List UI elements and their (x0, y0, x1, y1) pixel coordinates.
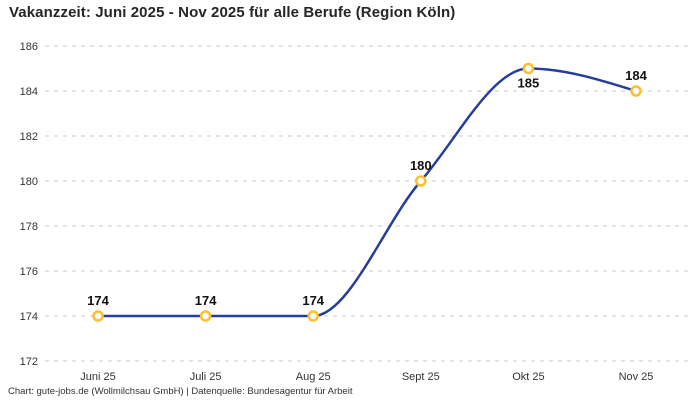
data-point-label: 185 (518, 76, 540, 91)
y-tick-label: 174 (20, 311, 38, 323)
y-tick-label: 176 (20, 266, 38, 278)
data-point-label: 174 (302, 293, 324, 308)
data-point-marker[interactable] (92, 310, 104, 322)
data-point-marker[interactable] (199, 310, 212, 322)
y-tick-label: 184 (20, 86, 38, 98)
y-tick-label: 172 (20, 356, 38, 368)
x-tick-label: Juni 25 (80, 371, 115, 383)
x-tick-label: Juli 25 (190, 371, 222, 383)
data-point-label: 184 (625, 68, 647, 83)
y-tick-label: 182 (20, 131, 38, 143)
y-tick-label: 180 (20, 176, 38, 188)
x-tick-label: Nov 25 (619, 371, 654, 383)
x-tick-label: Aug 25 (296, 371, 331, 383)
data-point-label: 180 (410, 158, 432, 173)
data-point-label: 174 (195, 293, 217, 308)
data-point-marker[interactable] (307, 310, 319, 322)
chart-title: Vakanzzeit: Juni 2025 - Nov 2025 für all… (9, 4, 456, 21)
x-tick-label: Sept 25 (402, 371, 440, 383)
y-tick-label: 186 (20, 41, 38, 53)
series-line (96, 67, 638, 318)
chart-footer: Chart: gute-jobs.de (Wollmilchsau GmbH) … (8, 386, 353, 397)
data-point-marker[interactable] (415, 175, 427, 187)
x-tick-label: Okt 25 (512, 371, 544, 383)
data-point-label: 174 (87, 293, 109, 308)
data-point-marker[interactable] (630, 85, 642, 97)
data-point-marker[interactable] (522, 62, 535, 75)
y-tick-label: 178 (20, 221, 38, 233)
